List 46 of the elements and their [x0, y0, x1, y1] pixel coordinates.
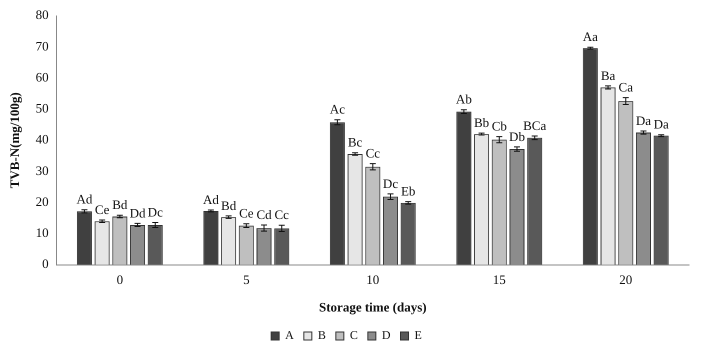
x-tick-label: 0	[116, 272, 124, 288]
y-tick-label: 40	[36, 132, 49, 147]
x-tick-label: 10	[366, 272, 380, 288]
y-tick-label: 60	[36, 69, 49, 84]
legend-label: E	[414, 328, 422, 342]
x-tick-label: 20	[619, 272, 632, 288]
data-label: Cb	[492, 118, 507, 134]
data-label: Db	[509, 128, 525, 144]
y-tick-label: 30	[36, 162, 49, 178]
y-tick-label: 50	[36, 100, 49, 116]
data-label: Ab	[456, 92, 472, 107]
data-label: Ad	[76, 192, 93, 207]
data-label: BCa	[523, 118, 546, 133]
data-label: Bd	[221, 198, 237, 213]
y-tick-label: 0	[42, 256, 49, 272]
x-tick-label: 5	[243, 272, 250, 288]
y-tick-label: 70	[36, 38, 49, 54]
y-tick-label: 20	[36, 194, 49, 209]
legend-label: D	[382, 328, 391, 342]
data-label: Bc	[348, 134, 363, 150]
data-label: Da	[636, 112, 652, 128]
data-label: Aa	[582, 29, 598, 44]
data-label: Bd	[112, 197, 128, 212]
data-label: Ce	[239, 206, 254, 221]
data-label: Cc	[366, 146, 380, 161]
data-label: Da	[654, 116, 669, 132]
data-label: Dc	[148, 204, 164, 220]
legend-label: A	[285, 328, 294, 342]
data-label: Eb	[400, 184, 416, 199]
y-tick-label: 10	[36, 225, 49, 240]
data-label: Ba	[600, 68, 616, 83]
y-axis-title: TVB-N(mg/100g)	[7, 92, 22, 188]
legend-label: C	[350, 328, 358, 342]
x-tick-label: 15	[492, 272, 506, 288]
data-label: Ce	[94, 202, 110, 217]
legend-label: B	[318, 328, 326, 342]
data-label: Dc	[382, 176, 398, 191]
x-axis-title: Storage time (days)	[319, 300, 427, 315]
data-label: Cd	[256, 206, 272, 222]
data-label: Dd	[130, 205, 146, 220]
data-label: Ac	[330, 102, 346, 117]
data-label: Cc	[274, 207, 290, 222]
y-tick-label: 80	[36, 7, 49, 22]
data-label: Ca	[618, 80, 634, 95]
data-label: Ad	[202, 192, 220, 207]
data-label: Bb	[474, 115, 490, 130]
